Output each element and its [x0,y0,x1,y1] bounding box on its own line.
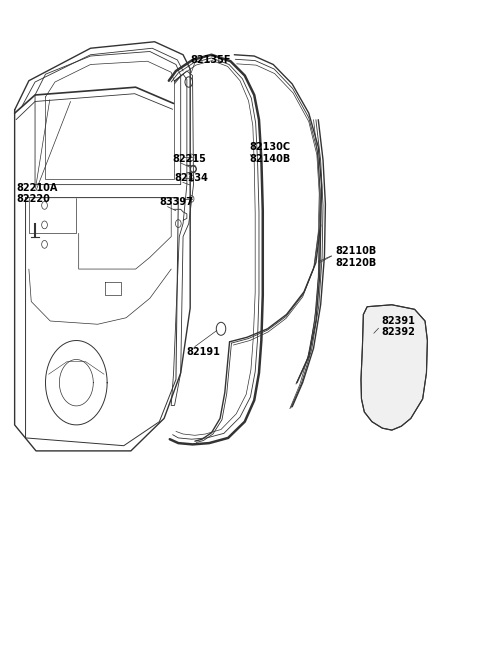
Text: 83397: 83397 [159,197,193,207]
Text: 82110B: 82110B [335,246,376,256]
Text: 82134: 82134 [175,173,208,183]
Text: 82130C: 82130C [250,142,290,152]
Text: 82135F: 82135F [190,55,231,65]
Text: 82191: 82191 [187,347,221,357]
Text: 82220: 82220 [16,194,50,204]
Text: 82210A: 82210A [16,183,58,193]
Text: 82140B: 82140B [250,154,291,164]
Text: 82215: 82215 [173,154,206,164]
Text: 82392: 82392 [382,327,415,337]
Polygon shape [361,305,427,430]
Text: 82391: 82391 [382,316,415,326]
Text: 82120B: 82120B [335,257,376,267]
